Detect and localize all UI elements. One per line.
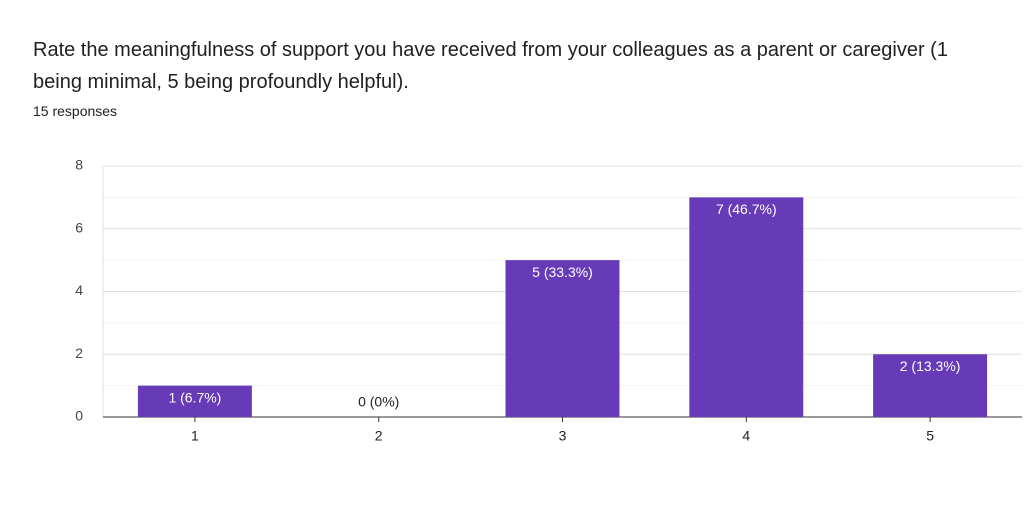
y-tick-label: 8 (75, 157, 83, 173)
bar (873, 354, 988, 417)
y-tick-label: 6 (75, 219, 83, 235)
chart-subtitle: 15 responses (33, 103, 118, 119)
y-tick-label: 2 (75, 345, 83, 361)
x-tick-label: 2 (375, 428, 383, 444)
y-tick-label: 0 (75, 408, 83, 424)
bar (689, 197, 804, 417)
value-label: 2 (13.3%) (900, 358, 961, 374)
x-tick-label: 4 (742, 428, 750, 444)
x-tick-label: 3 (559, 428, 567, 444)
value-label: 1 (6.7%) (168, 389, 221, 405)
bar (137, 385, 252, 417)
value-label: 7 (46.7%) (716, 201, 777, 217)
chart-title: Rate the meaningfulness of support you h… (33, 39, 948, 93)
x-tick-label: 5 (926, 428, 934, 444)
x-tick-label: 1 (191, 428, 199, 444)
bar (505, 260, 620, 417)
y-tick-label: 4 (75, 282, 83, 298)
value-label: 5 (33.3%) (532, 264, 593, 280)
value-label: 0 (0%) (358, 394, 399, 410)
